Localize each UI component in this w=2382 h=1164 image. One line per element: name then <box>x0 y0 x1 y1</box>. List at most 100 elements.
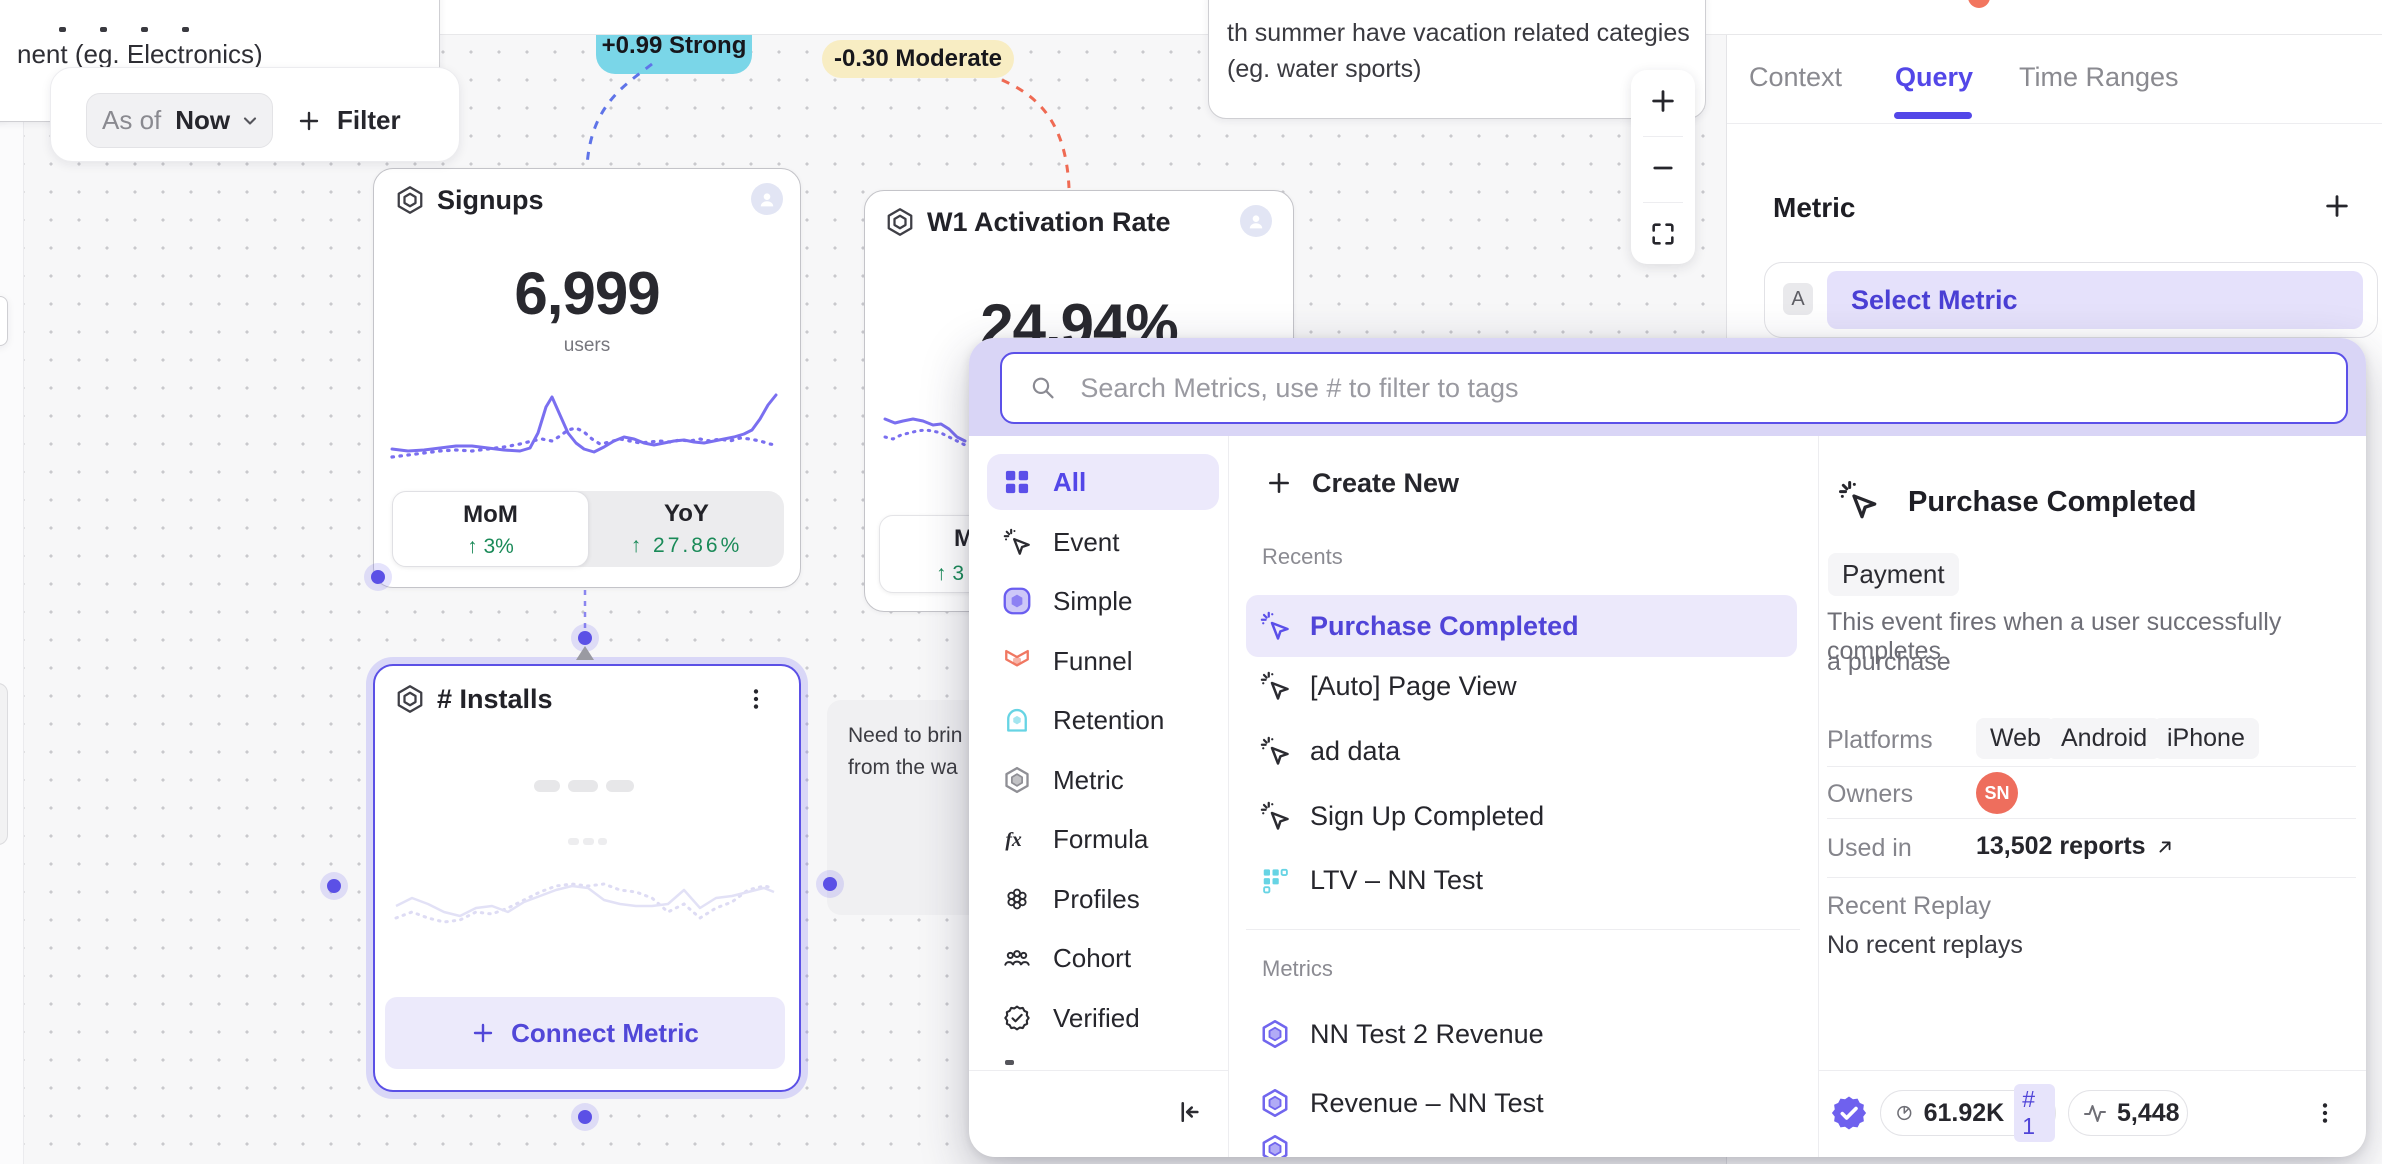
skeleton-dash <box>606 780 634 792</box>
metric-row[interactable]: A Select Metric <box>1764 262 2378 338</box>
list-item-label: ad data <box>1310 735 1401 766</box>
metric-section-header: Metric <box>1773 192 1856 223</box>
metric-hexagon-icon-partial <box>1260 1134 1290 1157</box>
category-profiles[interactable]: Profiles <box>987 871 1219 927</box>
arrow-up-right-icon <box>2154 836 2176 858</box>
metric-hexagon-icon <box>1003 766 1031 794</box>
card-installs[interactable]: # Installs Connect Metric <box>373 664 801 1092</box>
list-item-ltv-nn-test[interactable]: LTV – NN Test <box>1246 849 1797 911</box>
category-label: Cohort <box>1053 942 1132 973</box>
tab-context[interactable]: Context <box>1749 62 1843 92</box>
ltv-grid-icon <box>1260 865 1290 895</box>
detail-title: Purchase Completed <box>1908 486 2197 518</box>
partial-canvas-object[interactable] <box>0 683 8 845</box>
collapse-sidebar-button[interactable] <box>1174 1098 1202 1126</box>
toggle-yoy[interactable]: YoY ↑ 27.86% <box>589 491 784 567</box>
note-partial-glyphs <box>59 27 219 33</box>
zoom-controls <box>1631 70 1695 264</box>
zoom-in-button[interactable] <box>1649 87 1677 115</box>
toggle-label: YoY <box>664 500 709 527</box>
owner-avatar[interactable]: SN <box>1976 772 2018 814</box>
category-event[interactable]: Event <box>987 514 1219 570</box>
list-item-label: Revenue – NN Test <box>1310 1087 1544 1118</box>
kebab-menu-icon[interactable] <box>2312 1100 2338 1126</box>
list-item-sign-up-completed[interactable]: Sign Up Completed <box>1246 785 1797 847</box>
category-formula[interactable]: Formula <box>987 811 1219 867</box>
comparison-toggle: MoM ↑ 3% YoY ↑ 27.86% <box>392 491 784 567</box>
usage-count-pill[interactable]: 61.92K # 1 <box>1880 1084 2056 1142</box>
connector-handle[interactable] <box>578 1110 592 1124</box>
divider <box>1727 123 2382 124</box>
avatar <box>751 183 783 215</box>
simple-icon <box>1003 587 1031 615</box>
category-label: Profiles <box>1053 883 1140 914</box>
list-item-auto-page-view[interactable]: [Auto] Page View <box>1246 655 1797 717</box>
category-label: Simple <box>1053 585 1133 616</box>
divider <box>1827 818 2356 819</box>
as-of-value: Now <box>175 105 231 135</box>
as-of-dropdown[interactable]: As of Now <box>86 93 273 148</box>
category-simple[interactable]: Simple <box>987 573 1219 629</box>
avatar-partial <box>1968 0 1990 8</box>
category-label: Metric <box>1053 764 1124 795</box>
sparkline-chart <box>883 417 967 447</box>
cohort-icon <box>1003 944 1031 972</box>
category-funnel[interactable]: Funnel <box>987 633 1219 689</box>
search-field[interactable] <box>1000 352 2348 424</box>
list-item-ad-data[interactable]: ad data <box>1246 720 1797 782</box>
card-title: Signups <box>437 185 544 215</box>
fullscreen-button[interactable] <box>1649 220 1677 248</box>
list-item-revenue-nn-test[interactable]: Revenue – NN Test <box>1246 1072 1797 1134</box>
sticky-note-need[interactable]: Need to brin from the wa <box>827 700 985 915</box>
category-label: Event <box>1053 526 1120 557</box>
list-item-purchase-completed[interactable]: Purchase Completed <box>1246 595 1797 657</box>
used-in-link[interactable]: 13,502 reports <box>1976 832 2176 861</box>
filter-button[interactable]: Filter <box>297 93 401 148</box>
category-all[interactable]: All <box>987 454 1219 510</box>
list-item-nn-test-2-revenue[interactable]: NN Test 2 Revenue <box>1246 1003 1797 1065</box>
canvas-toolbar: As of Now Filter <box>50 67 460 162</box>
search-input[interactable] <box>1078 353 2346 423</box>
tab-time-ranges[interactable]: Time Ranges <box>2019 62 2179 92</box>
funnel-icon <box>1003 647 1031 675</box>
verified-icon <box>1003 1004 1031 1032</box>
zoom-out-button[interactable] <box>1649 154 1677 182</box>
connector-handle[interactable] <box>823 877 837 891</box>
usage-count: 61.92K <box>1923 1098 2005 1127</box>
connector-handle[interactable] <box>371 570 385 584</box>
select-metric-pill[interactable]: Select Metric <box>1827 271 2363 329</box>
toggle-mom[interactable]: MoM ↑ 3% <box>392 491 589 567</box>
card-signups[interactable]: Signups 6,999 users MoM ↑ 3% YoY ↑ 27.86… <box>373 168 801 588</box>
list-item-label: NN Test 2 Revenue <box>1310 1018 1544 1049</box>
add-metric-button[interactable] <box>2323 192 2351 220</box>
skeleton-dash <box>583 838 594 845</box>
category-metric[interactable]: Metric <box>987 752 1219 808</box>
note-text: nent (eg. Electronics) <box>17 39 263 69</box>
divider <box>969 1070 1228 1071</box>
activity-count-pill[interactable]: 5,448 <box>2068 1090 2188 1136</box>
platform-chip-android: Android <box>2047 718 2162 759</box>
sticky-note-summer[interactable]: th summer have vacation related categies… <box>1208 0 1706 119</box>
create-new-button[interactable]: Create New <box>1254 452 1774 514</box>
metric-hexagon-icon <box>1260 1019 1290 1049</box>
recent-replay-label: Recent Replay <box>1827 892 1991 920</box>
detail-tag[interactable]: Payment <box>1828 553 1959 596</box>
connector-handle[interactable] <box>327 879 341 893</box>
category-verified[interactable]: Verified <box>987 990 1219 1046</box>
event-icon <box>1838 480 1878 520</box>
correlation-badge-moderate[interactable]: -0.30 Moderate <box>822 40 1014 78</box>
category-cohort[interactable]: Cohort <box>987 930 1219 986</box>
connect-metric-button[interactable]: Connect Metric <box>385 997 785 1069</box>
note-text: from the wa <box>848 756 958 779</box>
chevron-down-icon <box>240 111 260 131</box>
platform-chip-iphone: iPhone <box>2153 718 2259 759</box>
divider <box>1246 929 1800 930</box>
connector-handle[interactable] <box>578 631 592 645</box>
divider <box>1827 766 2356 767</box>
skeleton-dash <box>598 838 607 845</box>
list-item-label: LTV – NN Test <box>1310 864 1484 895</box>
divider <box>1643 202 1683 203</box>
tab-query[interactable]: Query <box>1895 62 1974 92</box>
category-retention[interactable]: Retention <box>987 692 1219 748</box>
correlation-connector-lines <box>583 62 1071 642</box>
